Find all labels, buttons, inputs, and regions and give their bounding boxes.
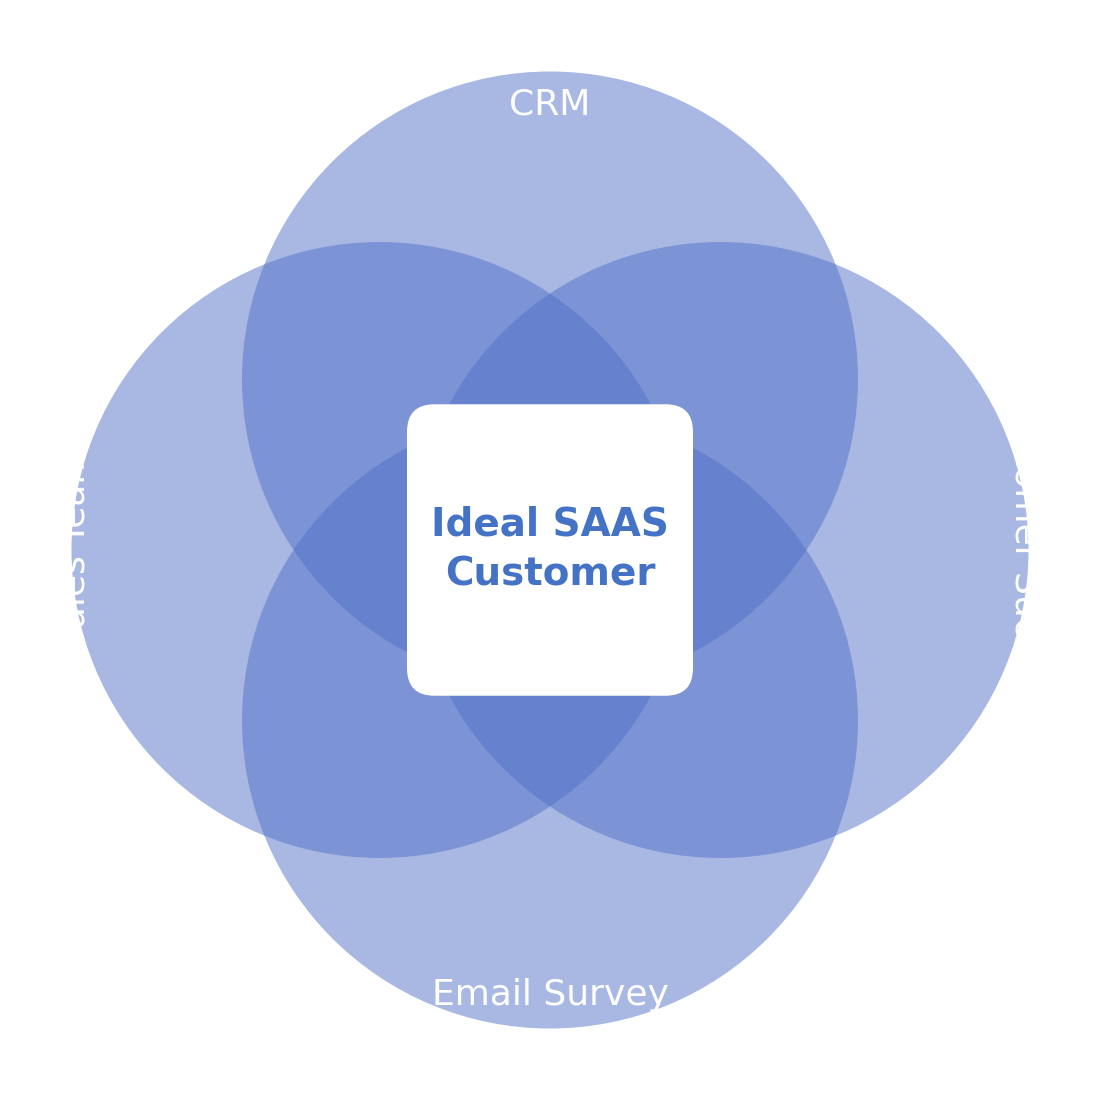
Text: CRM: CRM	[509, 88, 591, 121]
FancyBboxPatch shape	[407, 404, 693, 696]
Circle shape	[242, 72, 858, 688]
Circle shape	[242, 412, 858, 1028]
Text: Ideal SAAS
Customer: Ideal SAAS Customer	[431, 506, 669, 594]
Circle shape	[412, 242, 1028, 858]
Text: Email Survey: Email Survey	[431, 979, 669, 1012]
Text: Sales Team: Sales Team	[58, 449, 91, 651]
Text: Customer Success: Customer Success	[1009, 384, 1042, 716]
Circle shape	[72, 242, 688, 858]
